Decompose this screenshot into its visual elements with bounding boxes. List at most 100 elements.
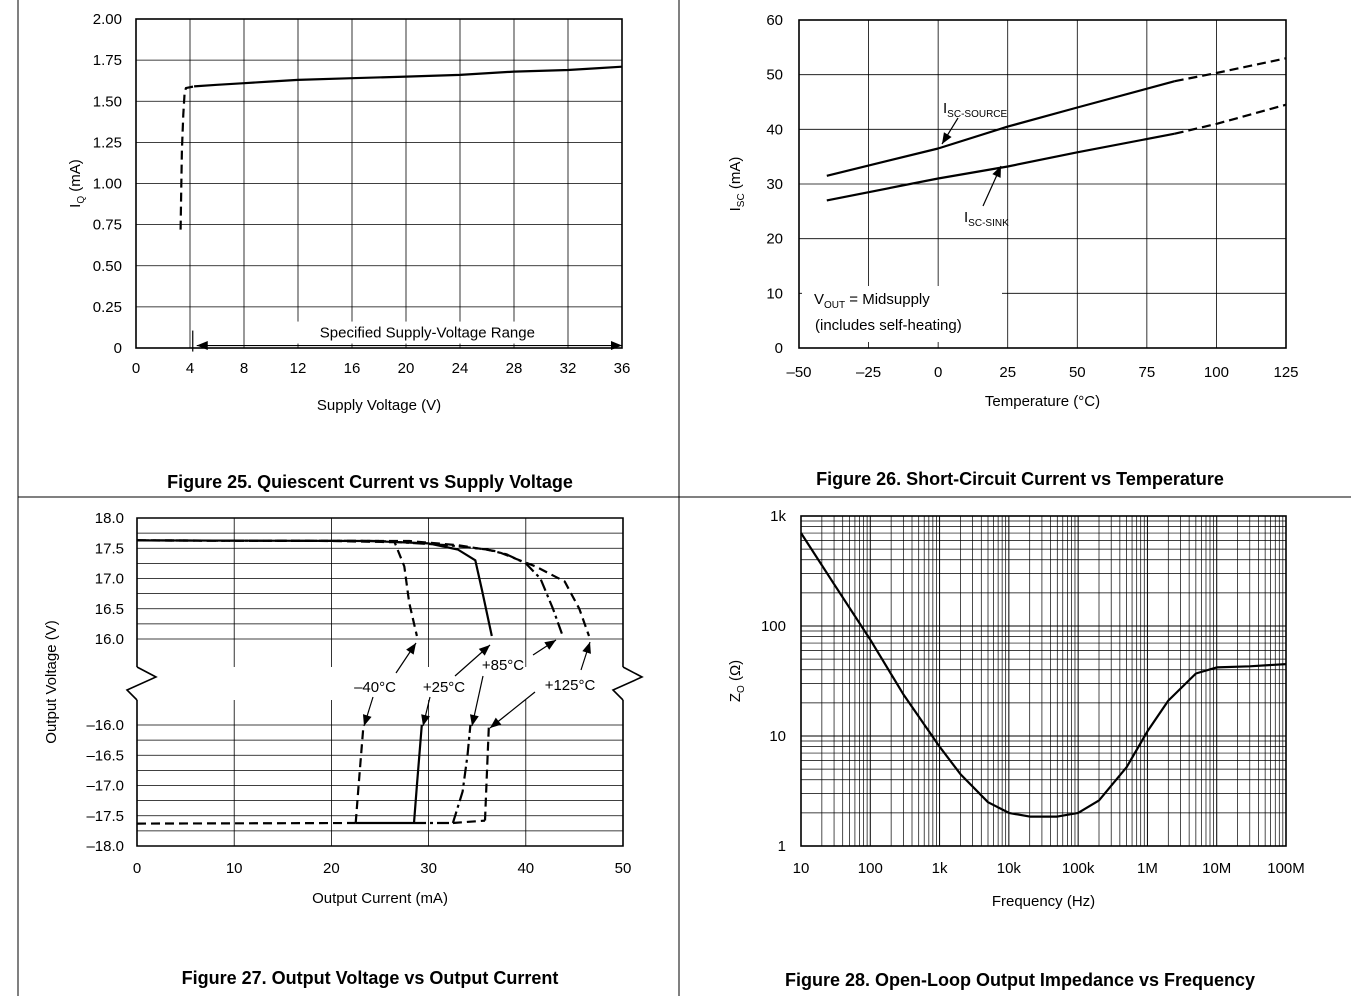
fig25-annotation-label: Specified Supply-Voltage Range (320, 325, 535, 342)
fig28-y-tick: 1 (778, 838, 786, 855)
fig26-source-label: ISC-SOURCE (943, 100, 1008, 120)
fig25-plot-frame (135, 18, 623, 349)
fig25-x-tick: 4 (186, 360, 194, 377)
fig26-y-tick: 20 (766, 231, 783, 248)
fig27-arrow-plus25-top-head (478, 645, 490, 656)
figure-25-chart: 0 4 8 12 16 20 24 28 32 36 0 0.25 0.50 0.75 1.00 1.25 1.… (67, 11, 630, 414)
fig27-series-bottom-2 (451, 724, 472, 824)
fig28-y-tick: 100 (761, 618, 786, 635)
fig25-x-axis-label: Supply Voltage (V) (317, 397, 441, 414)
fig27-base-line-0 (136, 821, 356, 825)
fig27-label-plus25: +25°C (423, 679, 465, 696)
fig28-x-tick: 1M (1137, 860, 1158, 877)
fig28-x-tick: 100M (1267, 860, 1305, 877)
fig27-frame-bottom (136, 700, 624, 847)
fig27-arrow-plus25-top (454, 644, 491, 677)
fig25-x-tick: 12 (290, 360, 307, 377)
fig27-y-tick-top: 17.5 (95, 540, 124, 557)
fig27-arrow-minus40-bottom (362, 696, 374, 727)
fig25-x-tick: 32 (560, 360, 577, 377)
fig27-y-tick-bottom: –16.0 (86, 717, 124, 734)
fig27-series-top-2 (136, 539, 564, 637)
fig27-x-axis-label: Output Current (mA) (312, 890, 448, 907)
fig27-arrow-minus40-top-head (406, 643, 416, 655)
fig25-x-tick: 0 (132, 360, 140, 377)
fig27-break-right (611, 666, 644, 701)
fig27-arrow-plus25-bottom-head (421, 714, 430, 726)
fig27-y-tick-bottom: –17.0 (86, 778, 124, 795)
fig25-y-tick: 2.00 (93, 11, 122, 28)
fig25-x-tick: 24 (452, 360, 469, 377)
fig25-series-1 (194, 65, 623, 88)
fig25-y-tick: 0.75 (93, 217, 122, 234)
fig25-y-tick: 1.50 (93, 93, 122, 110)
fig28-y-axis-label: ZO (Ω) (727, 660, 747, 702)
fig25-x-tick: 20 (398, 360, 415, 377)
fig28-y-tick: 10 (769, 728, 786, 745)
fig26-x-tick: 125 (1273, 364, 1298, 381)
fig27-series-bottom-1 (412, 724, 423, 824)
fig27-series-top-0 (136, 539, 418, 637)
fig26-plot-frame (798, 19, 1287, 349)
fig26-source-arrow (941, 117, 959, 145)
fig26-y-axis-label: ISC (mA) (727, 157, 747, 212)
fig27-y-tick-top: 17.0 (95, 571, 124, 588)
fig27-arrow-plus125-top (580, 641, 591, 671)
fig27-y-tick-bottom: –18.0 (86, 838, 124, 855)
fig25-y-tick: 1.00 (93, 176, 122, 193)
fig27-x-tick: 50 (615, 860, 632, 877)
fig27-arrow-plus85-bottom (469, 675, 484, 727)
fig25-x-tick: 28 (506, 360, 523, 377)
fig25-y-tick: 1.25 (93, 134, 122, 151)
fig25-y-axis-label: IQ (mA) (67, 159, 87, 208)
fig28-x-axis-label: Frequency (Hz) (992, 893, 1095, 910)
fig26-note-bg (802, 286, 1002, 342)
fig25-y-tick: 0.25 (93, 299, 122, 316)
fig26-y-tick: 60 (766, 12, 783, 29)
fig27-x-tick: 40 (517, 860, 534, 877)
fig25-y-tick: 0 (114, 340, 122, 357)
fig27-y-tick-top: 18.0 (95, 510, 124, 527)
fig27-label-minus40: –40°C (354, 679, 396, 696)
fig25-y-tick: 0.50 (93, 258, 122, 275)
fig27-break-left (125, 666, 158, 701)
fig26-sink-arrow (982, 165, 1002, 207)
fig28-x-tick: 10M (1202, 860, 1231, 877)
fig25-range-arrow-right (611, 341, 622, 351)
fig27-arrow-minus40-bottom-head (362, 714, 372, 726)
figure-28-chart: 10 100 1k 10k 100k 1M 10M 100M 1 10 100 1k Frequency… (727, 508, 1305, 910)
fig28-x-tick: 10 (793, 860, 810, 877)
fig27-arrow-plus85-bottom-head (469, 714, 479, 726)
fig27-arrow-plus85-top-head (544, 640, 556, 650)
fig26-x-tick: 100 (1204, 364, 1229, 381)
fig25-x-tick: 16 (344, 360, 361, 377)
fig27-x-tick: 0 (133, 860, 141, 877)
fig27-arrow-plus125-bottom-head (490, 717, 502, 728)
fig27-series-top-3 (136, 539, 591, 637)
fig26-x-tick: –25 (856, 364, 881, 381)
fig27-series-bottom-0 (354, 724, 365, 824)
fig26-x-tick: 50 (1069, 364, 1086, 381)
fig27-base-line-3 (452, 819, 486, 825)
fig26-y-tick: 40 (766, 121, 783, 138)
fig27-frame-top (136, 517, 624, 667)
fig28-plot-frame (800, 515, 1287, 847)
fig26-sink-label: ISC-SINK (964, 209, 1009, 229)
fig27-arrow-plus125-top-head (582, 642, 591, 654)
fig26-y-tick: 50 (766, 67, 783, 84)
figure-26-caption: Figure 26. Short-Circuit Current vs Temp… (816, 469, 1224, 489)
figure-27-chart: 0 10 20 30 40 50 18.0 17.5 17.0 16.5 16.0 –16.0 –16.… (43, 510, 644, 907)
fig27-y-axis-label: Output Voltage (V) (43, 620, 60, 743)
fig27-x-tick: 20 (323, 860, 340, 877)
fig27-arrow-plus85-top (532, 639, 557, 656)
fig26-x-tick: 0 (934, 364, 942, 381)
fig27-y-tick-bottom: –16.5 (86, 747, 124, 764)
fig27-y-tick-bottom: –17.5 (86, 808, 124, 825)
fig26-x-tick: –50 (786, 364, 811, 381)
figure-25-caption: Figure 25. Quiescent Current vs Supply V… (167, 472, 573, 492)
fig26-series-0-solid (826, 80, 1175, 177)
fig28-y-tick: 1k (770, 508, 786, 525)
fig27-arrow-minus40-top (395, 642, 417, 674)
